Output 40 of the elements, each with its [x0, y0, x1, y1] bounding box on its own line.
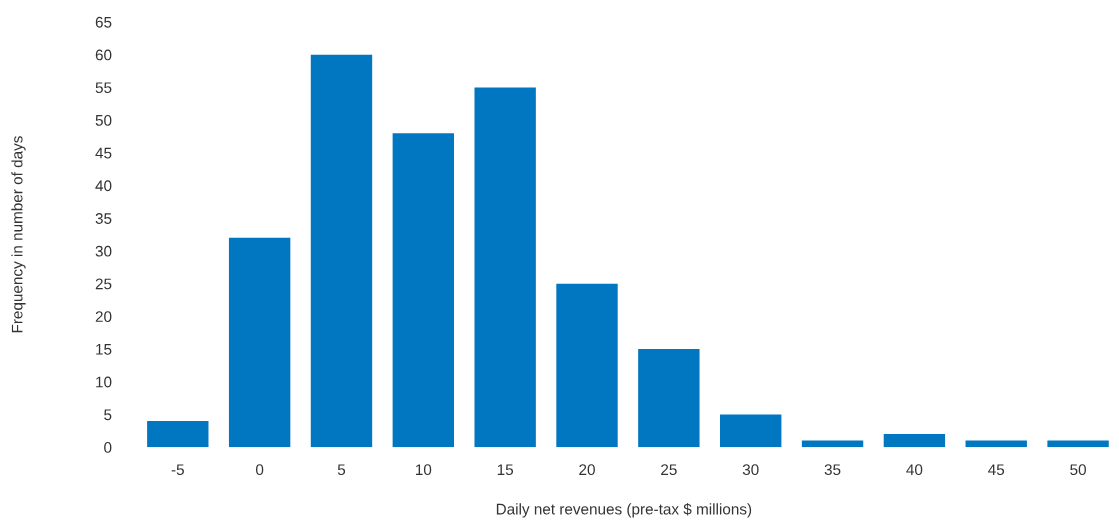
bar [392, 133, 455, 448]
x-tick-label: 20 [579, 464, 595, 476]
x-axis-title: Daily net revenues (pre-tax $ millions) [496, 503, 752, 518]
y-axis-title: Frequency in number of days [11, 136, 26, 333]
y-tick-label: 55 [95, 82, 112, 94]
bar [801, 440, 864, 448]
y-tick-label: 20 [95, 311, 112, 323]
y-tick-label: 35 [95, 213, 112, 224]
y-tick-label: 50 [95, 114, 112, 126]
x-tick-label: 0 [255, 464, 264, 476]
x-tick-label: 40 [906, 464, 923, 476]
y-tick-label: 5 [104, 409, 112, 421]
x-tick-label: 35 [824, 464, 841, 476]
x-tick-label: -5 [171, 464, 184, 476]
bar [147, 421, 209, 448]
y-tick-label: 60 [95, 49, 112, 61]
bar [556, 283, 618, 448]
y-tick-label: 25 [95, 278, 112, 290]
y-tick-label: 45 [95, 147, 112, 159]
y-tick-label: 10 [96, 376, 112, 388]
bar [1047, 440, 1109, 448]
x-tick-label: 5 [337, 464, 346, 476]
bar [474, 87, 536, 448]
bar [310, 54, 373, 448]
bar [638, 349, 700, 448]
bar [965, 440, 1027, 448]
y-tick-label: 15 [96, 344, 112, 355]
bar [228, 237, 291, 448]
bar [883, 434, 946, 448]
y-tick-label: 0 [104, 442, 112, 453]
x-tick-label: 30 [742, 464, 759, 476]
x-tick-label: 15 [497, 464, 514, 476]
bar [720, 414, 782, 448]
y-tick-label: 30 [95, 245, 112, 257]
y-tick-label: 40 [95, 180, 112, 192]
x-tick-label: 45 [988, 464, 1005, 476]
x-tick-label: 25 [661, 464, 677, 476]
y-tick-label: 65 [95, 16, 112, 28]
x-tick-label: 50 [1070, 464, 1086, 476]
x-tick-label: 10 [415, 464, 432, 476]
